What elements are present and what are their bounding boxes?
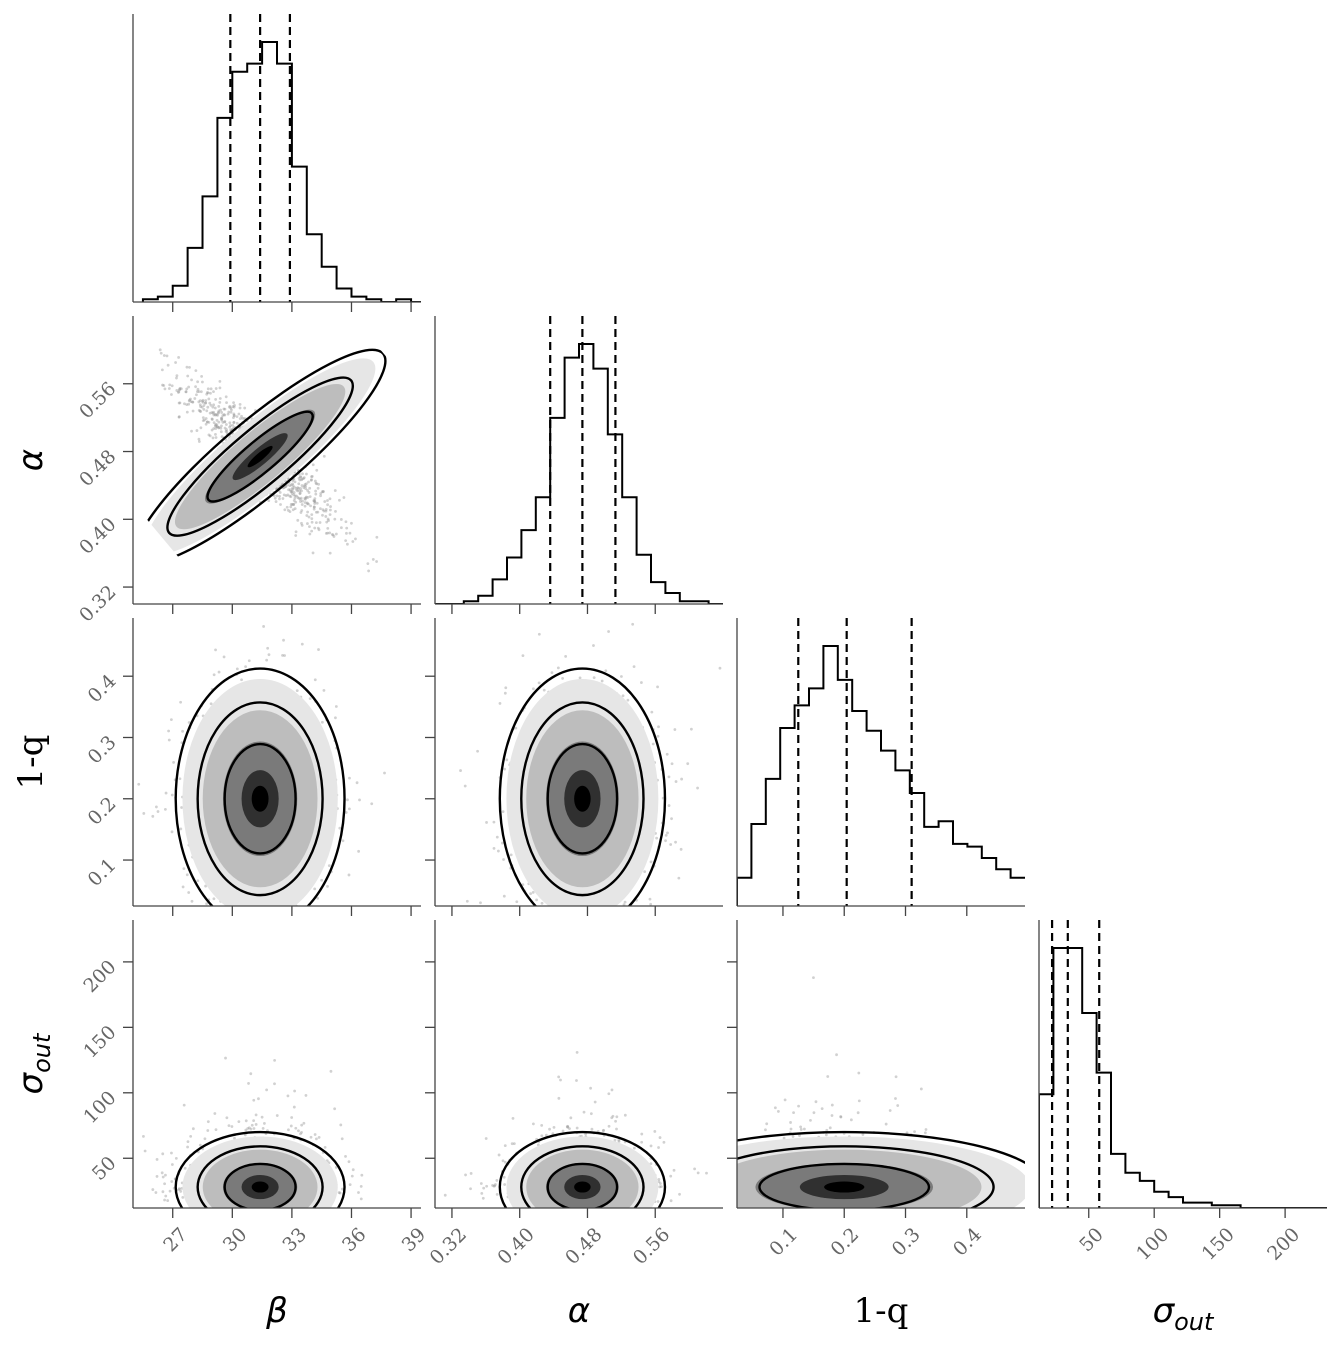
y-tick-label-sigma_out: 50 xyxy=(88,1152,121,1185)
x-tick-label-one_minus_q: 0.1 xyxy=(765,1224,802,1261)
panel-sigma_out-beta: 27 30 33 36 39 50 100 150 200 xyxy=(79,920,430,1256)
contour-2 xyxy=(223,1162,297,1208)
contour-2 xyxy=(546,742,619,855)
density-level-4 xyxy=(574,1181,591,1193)
panel-sigma_out-alpha: 0.32 0.40 0.48 0.56 xyxy=(425,920,723,1269)
x-tick-label-beta: 36 xyxy=(338,1224,371,1257)
x-tick-label-alpha: 0.32 xyxy=(426,1224,471,1269)
axis-label-alpha: α xyxy=(11,449,51,471)
y-tick-label-one_minus_q: 0.1 xyxy=(84,854,121,891)
x-tick-label-one_minus_q: 0.4 xyxy=(949,1224,986,1261)
x-tick-label-alpha: 0.40 xyxy=(493,1224,538,1269)
x-tick-label-beta: 30 xyxy=(219,1224,252,1257)
axis-label-one_minus_q: 1-q xyxy=(11,735,51,790)
y-tick-label-alpha: 0.56 xyxy=(75,378,120,423)
y-tick-label-alpha: 0.32 xyxy=(75,581,120,626)
contour-0 xyxy=(498,1130,667,1208)
panel-one_minus_q-alpha xyxy=(425,618,723,916)
panel-alpha-alpha xyxy=(434,316,723,614)
contour-2 xyxy=(758,1162,931,1208)
panel-one_minus_q-one_minus_q xyxy=(736,618,1025,916)
contour-0 xyxy=(174,1130,346,1208)
panel-sigma_out-sigma_out: 50 100 150 200 xyxy=(1038,920,1327,1265)
x-tick-label-sigma_out: 100 xyxy=(1132,1224,1173,1265)
axis-label-sigma_out: σout xyxy=(11,1032,56,1094)
contour-2 xyxy=(206,410,314,503)
x-tick-label-alpha: 0.56 xyxy=(629,1224,674,1269)
y-tick-label-sigma_out: 200 xyxy=(79,956,120,997)
x-tick-label-beta: 33 xyxy=(278,1224,311,1257)
panel-one_minus_q-beta: 0.1 0.2 0.3 0.4 xyxy=(84,618,421,916)
histogram-one_minus_q xyxy=(737,645,1025,906)
panel-beta-beta xyxy=(132,14,421,312)
y-tick-label-one_minus_q: 0.2 xyxy=(84,793,121,830)
y-tick-label-one_minus_q: 0.4 xyxy=(84,670,121,707)
y-tick-label-one_minus_q: 0.3 xyxy=(84,731,121,768)
contour-1 xyxy=(737,1145,995,1208)
histogram-alpha xyxy=(435,343,723,604)
y-tick-label-sigma_out: 100 xyxy=(79,1087,120,1128)
contour-2 xyxy=(546,1162,619,1208)
x-tick-label-sigma_out: 200 xyxy=(1263,1224,1304,1265)
histogram-beta xyxy=(141,41,421,302)
density-level-4 xyxy=(824,1181,865,1193)
x-tick-label-beta: 27 xyxy=(159,1224,192,1257)
density-level-4 xyxy=(574,785,591,812)
contour-1 xyxy=(520,1145,645,1208)
x-tick-label-sigma_out: 50 xyxy=(1075,1224,1108,1257)
contour-0 xyxy=(498,667,667,906)
density-level-4 xyxy=(251,1181,269,1193)
axis-label-beta: β xyxy=(265,1291,288,1331)
x-tick-label-one_minus_q: 0.2 xyxy=(826,1224,863,1261)
panel-alpha-beta: 0.32 0.40 0.48 0.56 xyxy=(75,316,421,627)
contour-1 xyxy=(166,376,355,537)
axis-label-sigma_out: σout xyxy=(1153,1291,1215,1336)
y-tick-label-alpha: 0.48 xyxy=(75,446,120,491)
y-tick-label-sigma_out: 150 xyxy=(79,1021,120,1062)
density-level-4 xyxy=(251,785,269,812)
axis-label-one_minus_q: 1-q xyxy=(854,1291,909,1331)
x-tick-label-one_minus_q: 0.3 xyxy=(888,1224,925,1261)
axis-label-alpha: α xyxy=(568,1291,590,1331)
x-tick-label-sigma_out: 150 xyxy=(1198,1224,1239,1265)
contour-2 xyxy=(223,742,297,855)
histogram-sigma_out xyxy=(1039,947,1327,1208)
contour-1 xyxy=(196,701,324,897)
contour-0 xyxy=(174,667,346,906)
contour-1 xyxy=(196,1145,324,1208)
x-tick-label-alpha: 0.48 xyxy=(561,1224,606,1269)
density-level-4 xyxy=(247,445,273,468)
contour-0 xyxy=(737,1130,1025,1164)
panel-sigma_out-one_minus_q: 0.1 0.2 0.3 0.4 xyxy=(727,920,1025,1261)
contour-1 xyxy=(520,701,645,897)
x-tick-label-beta: 39 xyxy=(398,1224,431,1257)
y-tick-label-alpha: 0.40 xyxy=(75,513,120,558)
